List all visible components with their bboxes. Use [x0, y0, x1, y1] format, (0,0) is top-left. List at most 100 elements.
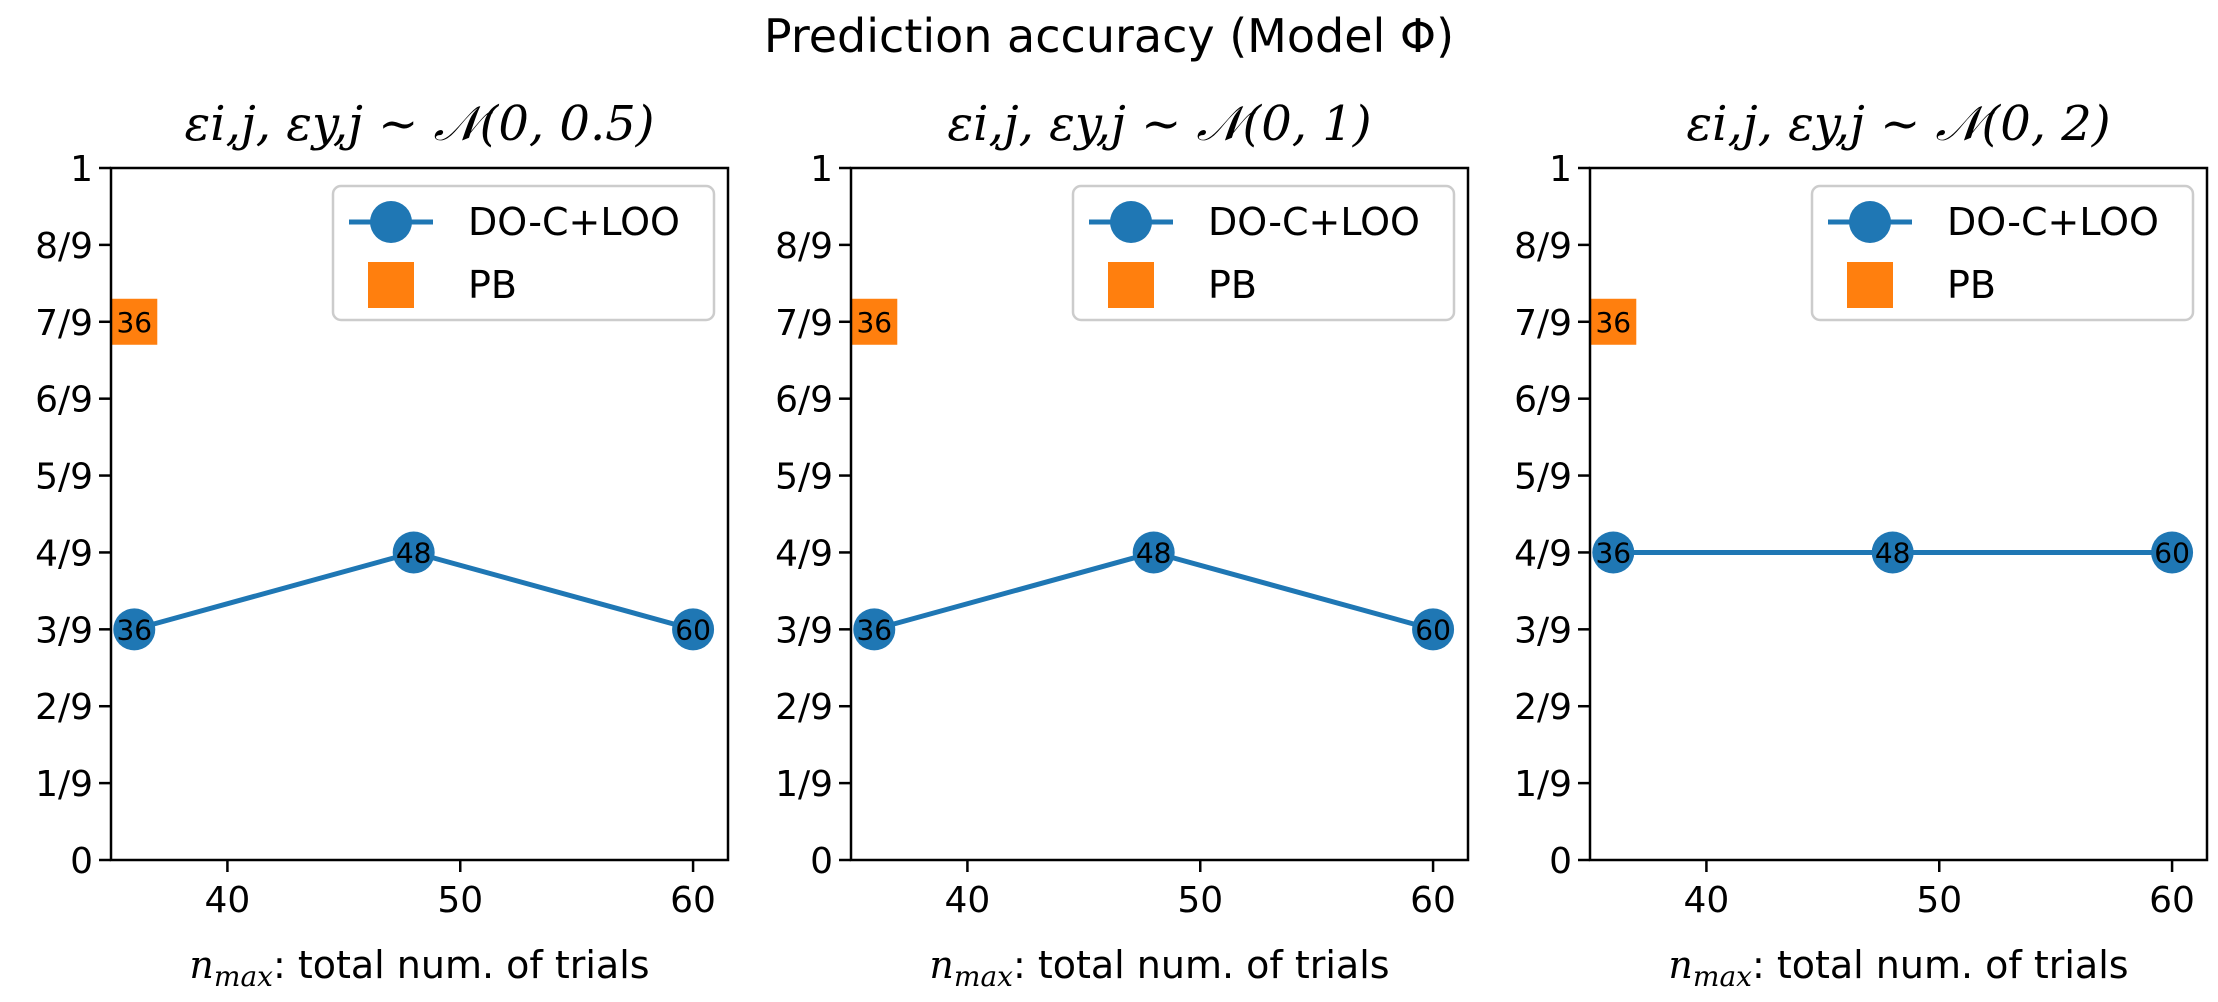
data-label: 48 [1875, 536, 1911, 569]
y-tick-label: 0 [810, 841, 833, 882]
chart-panel-2: εi,j, εy,j ~ 𝒩(0, 1) 36 48 60 36 0 1/9 2/9 3/9 4/… [775, 96, 1470, 993]
x-axis-label-var: n [1668, 943, 1692, 987]
data-point-square [1590, 298, 1637, 345]
data-label: 36 [1595, 536, 1631, 569]
x-axis-label: nmax: total num. of trials [189, 943, 649, 993]
y-tick-label: 4/9 [775, 533, 833, 574]
y-tick-label: 3/9 [35, 610, 93, 651]
y-tick-label: 2/9 [1514, 687, 1572, 728]
y-tick-label: 5/9 [1514, 457, 1572, 498]
x-axis-label: nmax: total num. of trials [1668, 943, 2128, 993]
y-tick-label: 1 [810, 149, 833, 190]
legend: DO-C+LOO PB [1810, 184, 2195, 322]
y-tick-label: 0 [1549, 841, 1572, 882]
x-tick-label: 40 [205, 880, 251, 921]
data-point-square [111, 298, 158, 345]
legend: DO-C+LOO PB [331, 184, 716, 322]
legend-marker [370, 201, 412, 243]
y-tick-label: 8/9 [35, 226, 93, 267]
data-point [1412, 608, 1455, 651]
y-tick-label: 4/9 [1514, 533, 1572, 574]
legend-marker [1110, 201, 1152, 243]
y-tick-label: 8/9 [775, 226, 833, 267]
axes-frame [109, 166, 730, 862]
y-tick-label: 5/9 [35, 457, 93, 498]
axes-frame [849, 166, 1470, 862]
chart-panel-1: εi,j, εy,j ~ 𝒩(0, 0.5) 36 48 60 36 0 1/9 2/9 3/9… [35, 96, 730, 993]
x-tick-label: 50 [437, 880, 483, 921]
y-tick-label: 6/9 [775, 380, 833, 421]
y-tick-label: 7/9 [1514, 303, 1572, 344]
data-label: 48 [396, 536, 432, 569]
x-tick-label: 40 [1684, 880, 1730, 921]
legend-marker-square [368, 262, 414, 308]
data-label: 48 [1136, 536, 1172, 569]
data-label: 36 [116, 613, 152, 646]
y-tick-label: 5/9 [775, 457, 833, 498]
data-point [113, 608, 156, 651]
y-tick-label: 2/9 [35, 687, 93, 728]
legend-entry-label: PB [1947, 263, 1996, 307]
data-label: 60 [2154, 536, 2190, 569]
data-point-square [851, 298, 898, 345]
data-label: 36 [856, 306, 892, 339]
legend-entry-label: DO-C+LOO [1947, 200, 2159, 244]
x-tick-label: 60 [670, 880, 716, 921]
axes-frame [1588, 166, 2209, 862]
y-tick-label: 4/9 [35, 533, 93, 574]
y-tick-label: 1/9 [775, 764, 833, 805]
x-tick-label: 50 [1177, 880, 1223, 921]
y-tick-label: 1/9 [1514, 764, 1572, 805]
data-label: 36 [1595, 306, 1631, 339]
x-axis-label-text: : total num. of trials [1013, 943, 1390, 987]
data-point [1132, 531, 1175, 574]
data-point [672, 608, 715, 651]
y-tick-label: 6/9 [1514, 380, 1572, 421]
legend: DO-C+LOO PB [1071, 184, 1456, 322]
data-point [392, 531, 435, 574]
y-tick-label: 3/9 [1514, 610, 1572, 651]
chart-title: εi,j, εy,j ~ 𝒩(0, 1) [947, 96, 1371, 152]
y-tick-label: 1/9 [35, 764, 93, 805]
x-axis-label-var: n [189, 943, 213, 987]
data-label: 36 [116, 306, 152, 339]
x-axis-label-var: n [929, 943, 953, 987]
x-tick-label: 50 [1916, 880, 1962, 921]
chart-panel-3: εi,j, εy,j ~ 𝒩(0, 2) 36 48 60 36 0 1/9 2/9 3/9 4/… [1514, 96, 2209, 993]
y-tick-label: 1 [70, 149, 93, 190]
data-label: 60 [675, 613, 711, 646]
y-tick-label: 3/9 [775, 610, 833, 651]
data-point [2151, 531, 2194, 574]
x-axis-label-sub: max [214, 960, 273, 993]
data-label: 60 [1415, 613, 1451, 646]
data-label: 36 [856, 613, 892, 646]
legend-entry-label: DO-C+LOO [468, 200, 680, 244]
chart-title: εi,j, εy,j ~ 𝒩(0, 0.5) [185, 96, 655, 152]
data-point [1871, 531, 1914, 574]
legend-entry-label: DO-C+LOO [1208, 200, 1420, 244]
legend-marker-square [1847, 262, 1893, 308]
x-tick-label: 60 [2149, 880, 2195, 921]
y-tick-label: 2/9 [775, 687, 833, 728]
figure-title: Prediction accuracy (Model Φ) [764, 9, 1454, 63]
x-axis-label-sub: max [1693, 960, 1752, 993]
legend-marker [1849, 201, 1891, 243]
x-axis-label: nmax: total num. of trials [929, 943, 1389, 993]
legend-entry-label: PB [468, 263, 517, 307]
legend-entry-label: PB [1208, 263, 1257, 307]
chart-title: εi,j, εy,j ~ 𝒩(0, 2) [1686, 96, 2110, 152]
x-tick-label: 60 [1410, 880, 1456, 921]
data-point [853, 608, 896, 651]
x-axis-label-text: : total num. of trials [1752, 943, 2129, 987]
y-tick-label: 8/9 [1514, 226, 1572, 267]
legend-marker-square [1108, 262, 1154, 308]
x-axis-label-sub: max [954, 960, 1013, 993]
y-tick-label: 6/9 [35, 380, 93, 421]
y-tick-label: 1 [1549, 149, 1572, 190]
y-tick-label: 7/9 [775, 303, 833, 344]
data-point [1592, 531, 1635, 574]
y-tick-label: 7/9 [35, 303, 93, 344]
x-axis-label-text: : total num. of trials [273, 943, 650, 987]
